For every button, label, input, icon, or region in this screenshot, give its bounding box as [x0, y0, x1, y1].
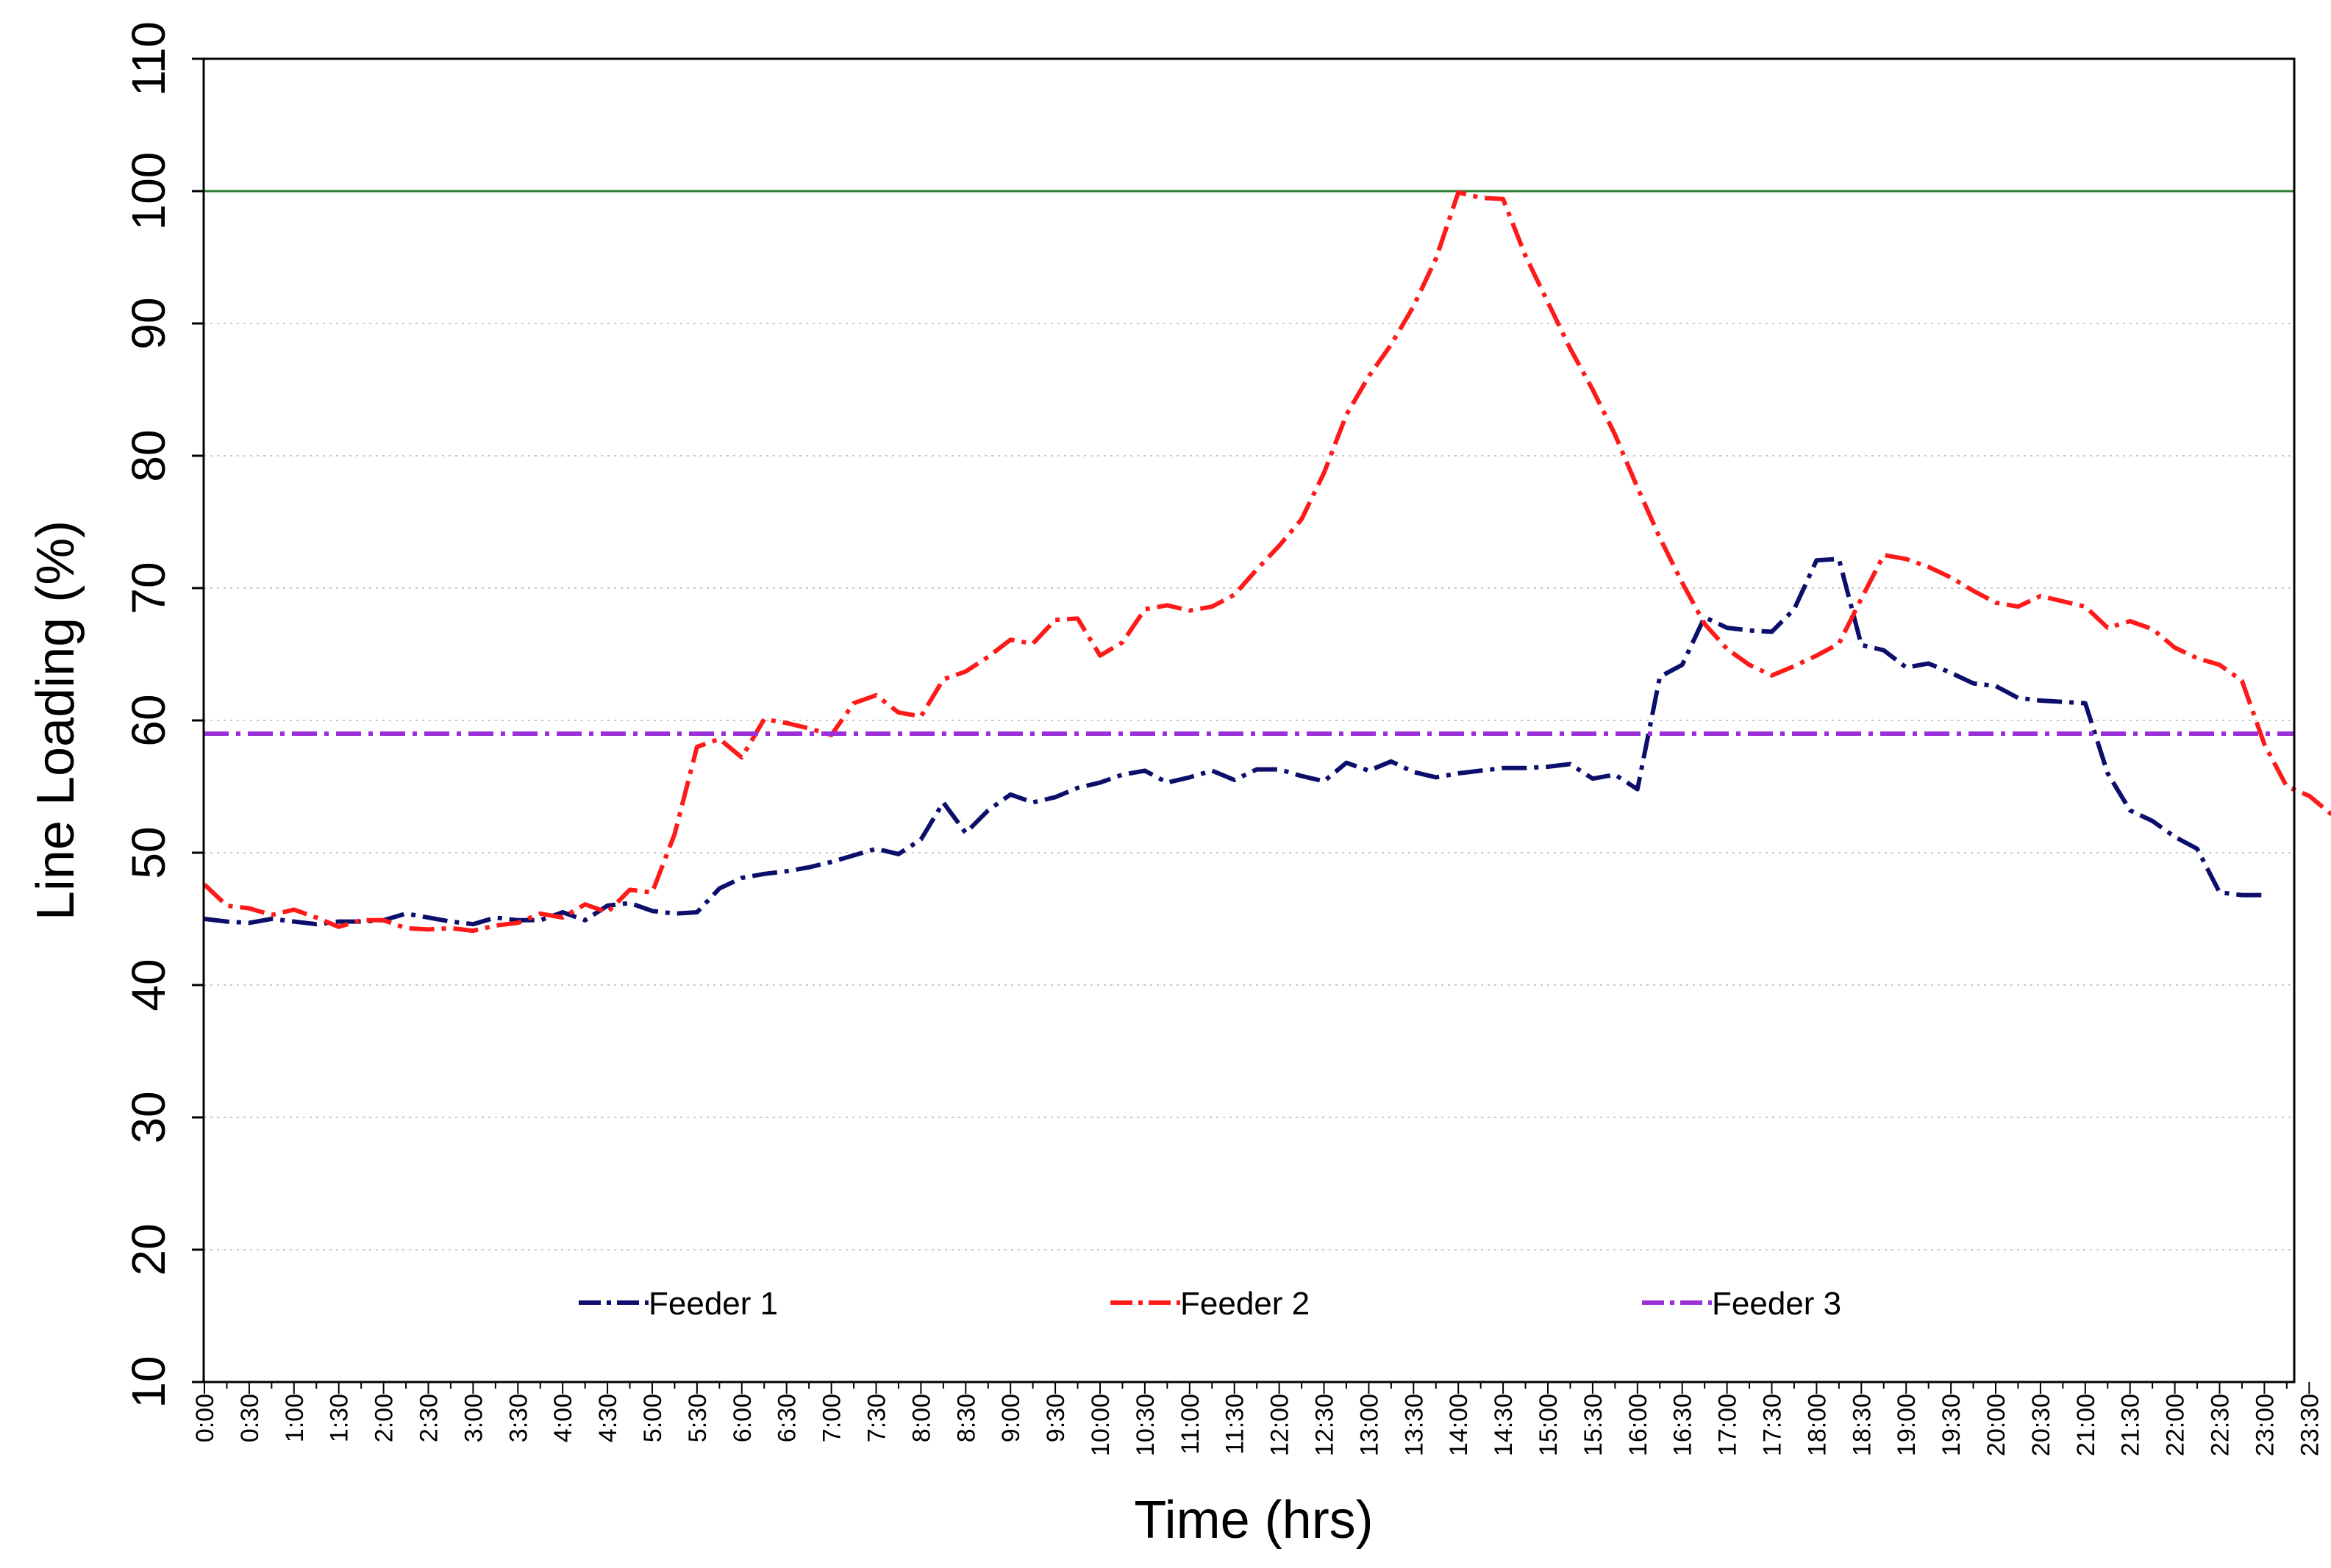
- x-tick-label: 2:30: [415, 1394, 443, 1442]
- x-axis-title: Time (hrs): [1134, 1491, 1373, 1550]
- x-tick-label: 10:30: [1132, 1394, 1160, 1456]
- x-tick-label: 6:30: [774, 1394, 802, 1442]
- x-tick-label: 22:30: [2207, 1394, 2235, 1456]
- x-tick-label: 9:00: [997, 1394, 1025, 1442]
- legend-label-feeder-3: Feeder 3: [1712, 1286, 1841, 1322]
- x-tick-label: 7:30: [863, 1394, 891, 1442]
- x-tick-label: 1:00: [281, 1394, 309, 1442]
- x-tick-label: 0:30: [236, 1394, 264, 1442]
- x-tick-label: 3:30: [504, 1394, 532, 1442]
- x-tick-label: 3:00: [460, 1394, 488, 1442]
- x-tick-label: 19:30: [1938, 1394, 1966, 1456]
- series-line-feeder-2: [202, 190, 2331, 934]
- x-tick-label: 9:30: [1042, 1394, 1070, 1442]
- series-lines: [202, 190, 2331, 934]
- x-tick-label: 6:00: [729, 1394, 757, 1442]
- y-axis-title: Line Loading (%): [26, 520, 85, 920]
- x-tick-label: 19:00: [1893, 1394, 1921, 1456]
- x-tick-label: 23:00: [2251, 1394, 2279, 1456]
- y-tick-label: 30: [122, 1091, 175, 1143]
- x-tick-label: 21:30: [2117, 1394, 2145, 1456]
- x-tick-label: 22:00: [2162, 1394, 2190, 1456]
- y-tick-label: 110: [122, 21, 175, 96]
- x-tick-label: 21:00: [2072, 1394, 2100, 1456]
- series-line-feeder-1: [204, 556, 2265, 927]
- y-tick-label: 60: [122, 694, 175, 746]
- x-tick-label: 20:30: [2027, 1394, 2055, 1456]
- x-tick-label: 15:30: [1579, 1394, 1607, 1456]
- x-tick-label: 0:00: [191, 1394, 219, 1442]
- x-tick-label: 14:30: [1490, 1394, 1518, 1456]
- x-tick-label: 8:00: [907, 1394, 935, 1442]
- x-tick-label: 16:30: [1669, 1394, 1697, 1456]
- x-tick-label: 1:30: [326, 1394, 354, 1442]
- y-tick-label: 90: [122, 297, 175, 349]
- x-tick-label: 12:30: [1311, 1394, 1339, 1456]
- x-tick-label: 17:00: [1714, 1394, 1742, 1456]
- y-axis-ticks: 10 20 30 40 50 60 70 80 90 100 110: [122, 21, 204, 1408]
- x-tick-label: 13:00: [1355, 1394, 1383, 1456]
- x-tick-label: 4:00: [549, 1394, 577, 1442]
- y-tick-label: 50: [122, 826, 175, 878]
- x-tick-label: 11:30: [1221, 1394, 1249, 1455]
- y-tick-label: 80: [122, 429, 175, 482]
- legend: Feeder 1 Feeder 2 Feeder 3: [579, 1286, 1841, 1322]
- y-tick-label: 40: [122, 959, 175, 1011]
- x-tick-label: 11:00: [1177, 1394, 1204, 1455]
- x-tick-label: 5:30: [684, 1394, 712, 1442]
- x-tick-label: 20:00: [1982, 1394, 2010, 1456]
- x-tick-label: 14:00: [1445, 1394, 1473, 1456]
- x-tick-label: 13:30: [1400, 1394, 1428, 1456]
- x-tick-label: 8:30: [952, 1394, 980, 1442]
- x-axis-ticks: 0:00 0:30 1:00 1:30 2:00 2:30 3:00 3:30 4:00 4:30…: [191, 1382, 2324, 1456]
- x-tick-label: 17:30: [1759, 1394, 1787, 1456]
- y-tick-label: 10: [122, 1356, 175, 1408]
- x-tick-label: 15:00: [1535, 1394, 1563, 1456]
- x-tick-label: 23:30: [2296, 1394, 2324, 1456]
- y-tick-label: 20: [122, 1223, 175, 1275]
- x-tick-label: 18:30: [1848, 1394, 1876, 1456]
- x-tick-label: 18:00: [1803, 1394, 1831, 1456]
- x-tick-label: 5:00: [639, 1394, 667, 1442]
- x-tick-label: 7:00: [818, 1394, 846, 1442]
- legend-label-feeder-1: Feeder 1: [649, 1286, 778, 1322]
- y-tick-label: 70: [122, 562, 175, 614]
- x-tick-label: 10:00: [1087, 1394, 1115, 1456]
- x-tick-label: 12:00: [1266, 1394, 1294, 1456]
- x-tick-label: 2:00: [371, 1394, 399, 1442]
- x-tick-label: 4:30: [594, 1394, 622, 1442]
- x-tick-label: 16:00: [1624, 1394, 1652, 1456]
- y-tick-label: 100: [122, 152, 175, 231]
- legend-label-feeder-2: Feeder 2: [1180, 1286, 1310, 1322]
